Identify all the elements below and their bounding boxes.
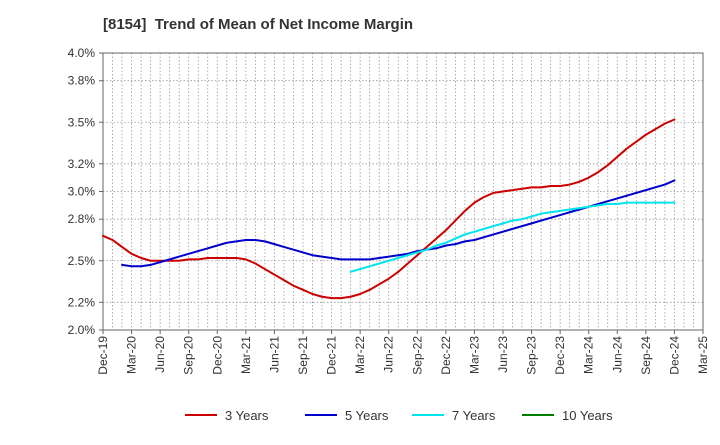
y-tick-label: 2.2% [68, 295, 96, 309]
x-tick-label: Mar-23 [467, 336, 481, 374]
legend-item-3-years: 3 Years [185, 408, 269, 423]
legend-item-7-years: 7 Years [412, 408, 496, 423]
x-tick-label: Mar-22 [353, 336, 367, 374]
x-tick-label: Jun-24 [610, 336, 624, 373]
y-tick-label: 3.0% [68, 185, 96, 199]
plot-area [103, 53, 703, 330]
x-tick-label: Jun-21 [267, 336, 281, 373]
x-tick-label: Sep-21 [296, 336, 310, 375]
y-tick-label: 2.5% [68, 254, 96, 268]
legend-label: 3 Years [225, 408, 269, 423]
y-tick-label: 4.0% [68, 46, 96, 60]
x-tick-label: Dec-23 [553, 336, 567, 375]
series-line-7-years [349, 201, 676, 273]
x-tick-label: Sep-23 [525, 336, 539, 375]
legend-label: 5 Years [345, 408, 389, 423]
legend-item-5-years: 5 Years [305, 408, 389, 423]
y-tick-label: 2.8% [68, 212, 96, 226]
x-tick-label: Sep-24 [639, 336, 653, 375]
grid-lines [102, 52, 704, 331]
x-tick-label: Dec-24 [667, 336, 681, 375]
legend-label: 7 Years [452, 408, 496, 423]
x-tick-label: Dec-19 [96, 336, 110, 375]
y-tick-label: 3.8% [68, 74, 96, 88]
legend-label: 10 Years [562, 408, 613, 423]
x-tick-label: Dec-22 [439, 336, 453, 375]
y-tick-label: 3.2% [68, 157, 96, 171]
legend-item-10-years: 10 Years [522, 408, 613, 423]
x-tick-label: Jun-22 [382, 336, 396, 373]
x-tick-label: Sep-20 [182, 336, 196, 375]
chart-title: [8154] Trend of Mean of Net Income Margi… [103, 16, 414, 33]
y-tick-label: 2.0% [68, 323, 96, 337]
y-tick-label: 3.5% [68, 115, 96, 129]
x-tick-label: Jun-20 [153, 336, 167, 373]
x-tick-label: Sep-22 [410, 336, 424, 375]
x-tick-label: Mar-25 [696, 336, 710, 374]
x-tick-label: Mar-20 [125, 336, 139, 374]
x-tick-label: Dec-20 [210, 336, 224, 375]
series-line-3-years [102, 118, 676, 300]
x-tick-label: Jun-23 [496, 336, 510, 373]
x-tick-label: Dec-21 [325, 336, 339, 375]
x-tick-label: Mar-21 [239, 336, 253, 374]
x-tick-label: Mar-24 [582, 336, 596, 374]
